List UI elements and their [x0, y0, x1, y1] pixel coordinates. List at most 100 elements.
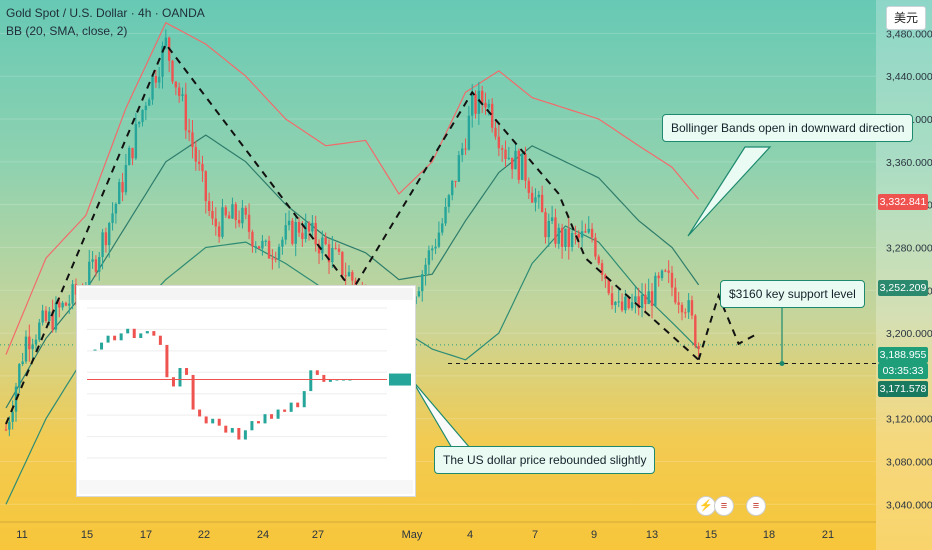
last-price-tag: 3,188.955 — [878, 347, 928, 363]
candle-body — [484, 102, 487, 108]
candle-body — [94, 259, 98, 272]
x-tick-label: May — [402, 529, 423, 541]
candle-body — [690, 300, 694, 316]
candle-body — [347, 272, 351, 277]
candle-body — [111, 213, 114, 223]
candle-body — [547, 220, 550, 238]
candle-body — [144, 105, 148, 111]
candle-body — [128, 147, 131, 166]
candle-body — [677, 302, 680, 305]
candle-body — [554, 217, 557, 244]
candle-body — [161, 45, 164, 77]
bb-basis-line — [5, 134, 700, 409]
candle-body — [680, 304, 684, 313]
candle-body — [297, 222, 301, 233]
currency-button[interactable]: 美元 — [886, 6, 926, 30]
trend-line — [5, 42, 700, 425]
candle-body — [31, 344, 34, 350]
inset-candle — [263, 414, 267, 424]
candle-body — [304, 222, 307, 239]
candle-body — [520, 154, 524, 180]
support-pointer-dot — [779, 360, 785, 366]
candle-body — [587, 228, 590, 233]
candle-body — [454, 180, 457, 182]
y-tick-label: 3,440.000 — [886, 71, 932, 83]
x-tick-label: 9 — [591, 529, 597, 541]
candle-body — [134, 123, 138, 159]
candle-body — [570, 232, 574, 247]
candle-body — [234, 204, 237, 221]
candle-body — [187, 130, 191, 133]
candle-body — [217, 226, 221, 237]
candle-body — [637, 296, 640, 308]
candle-body — [610, 293, 614, 306]
candle-body — [71, 284, 74, 304]
candle-body — [314, 222, 317, 245]
candle-body — [354, 280, 357, 291]
candle-body — [560, 227, 564, 247]
candle-body — [191, 132, 194, 148]
candle-body — [467, 115, 471, 150]
candle-body — [550, 217, 554, 221]
candle-body — [101, 232, 104, 258]
candle-body — [487, 103, 491, 108]
candle-body — [634, 296, 637, 303]
candle-body — [597, 256, 600, 264]
candle-body — [177, 87, 181, 96]
symbol-title: Gold Spot / U.S. Dollar · 4h · OANDA — [6, 6, 205, 20]
candle-body — [224, 207, 227, 216]
candle-body — [524, 154, 527, 181]
candle-body — [241, 207, 244, 224]
inset-candle — [204, 416, 208, 424]
candle-body — [181, 94, 184, 96]
candle-body — [504, 149, 507, 159]
us-flag-icon[interactable]: ≡ — [714, 496, 734, 516]
candle-body — [214, 218, 217, 227]
candle-body — [254, 246, 257, 248]
y-tick-label: 3,040.000 — [886, 499, 932, 511]
candle-body — [540, 194, 544, 213]
inset-candle — [224, 425, 228, 433]
candle-body — [204, 171, 207, 202]
x-tick-label: 18 — [763, 529, 775, 541]
candle-body — [21, 361, 24, 365]
candle-body — [88, 261, 91, 292]
candle-body — [557, 227, 560, 244]
bb-upper-line — [5, 21, 700, 355]
candle-body — [607, 278, 610, 294]
candle-body — [664, 270, 667, 272]
candle-body — [201, 163, 204, 172]
candle-body — [620, 301, 624, 311]
us-flag-icon[interactable]: ≡ — [746, 496, 766, 516]
inset-header-bar — [79, 288, 413, 300]
candle-body — [121, 182, 124, 193]
candle-body — [274, 258, 277, 260]
inset-candle — [296, 402, 300, 408]
x-tick-label: 17 — [140, 529, 152, 541]
countdown-tag: 03:35:33 — [878, 363, 928, 379]
inset-candle — [126, 328, 130, 334]
indicator-label[interactable]: BB (20, SMA, close, 2) — [6, 24, 128, 38]
inset-candle — [158, 335, 162, 345]
candle-body — [334, 247, 337, 249]
inset-candle — [250, 421, 254, 431]
candle-body — [474, 94, 477, 114]
y-tick-label: 3,480.000 — [886, 28, 932, 40]
candle-body — [327, 244, 331, 263]
candle-body — [58, 302, 61, 308]
candle-body — [414, 296, 417, 304]
candle-body — [674, 287, 677, 303]
y-tick-label: 3,080.000 — [886, 456, 932, 468]
candle-body — [351, 272, 354, 281]
candle-body — [421, 274, 424, 292]
x-tick-label: 21 — [822, 529, 834, 541]
flash-icon[interactable]: ⚡ — [696, 496, 716, 516]
candle-body — [41, 310, 44, 323]
candle-body — [574, 232, 577, 234]
candle-body — [417, 291, 421, 297]
inset-candle — [309, 370, 313, 392]
candle-body — [427, 250, 431, 265]
inset-candle — [270, 414, 274, 419]
candle-body — [324, 237, 327, 245]
